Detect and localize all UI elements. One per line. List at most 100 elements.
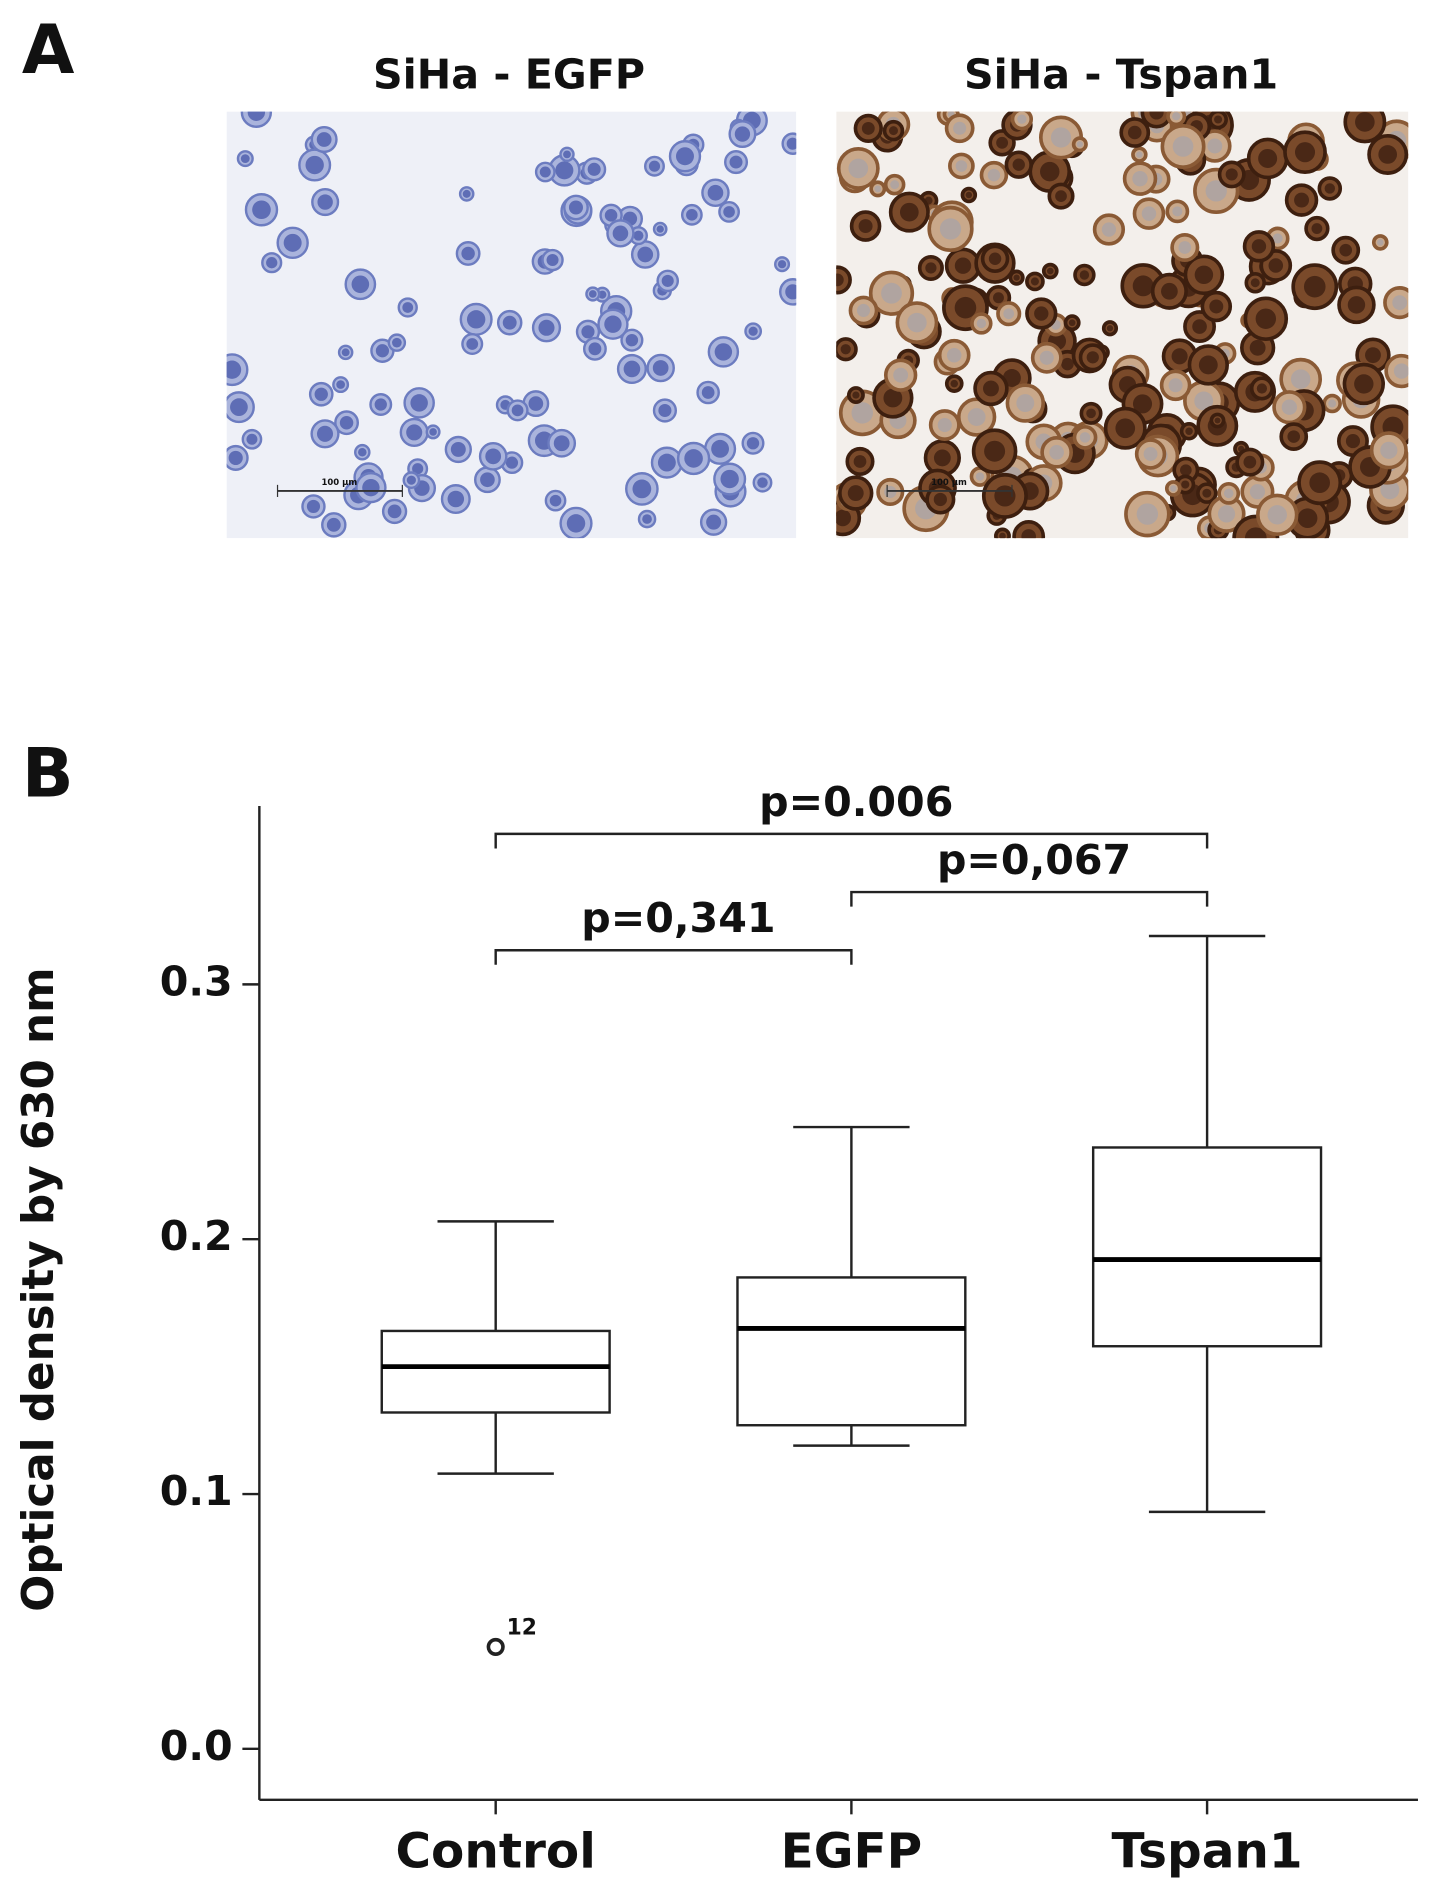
nucleus xyxy=(884,485,897,499)
nucleus xyxy=(502,315,517,330)
nucleus xyxy=(1392,295,1408,310)
nucleus xyxy=(686,209,698,221)
nucleus xyxy=(748,326,758,336)
nucleus xyxy=(836,273,844,287)
nucleus xyxy=(1017,114,1027,124)
nucleus xyxy=(588,290,597,298)
nucleus xyxy=(1303,275,1326,298)
nucleus xyxy=(588,342,602,356)
nucleus xyxy=(511,404,524,417)
nucleus xyxy=(1198,355,1218,375)
nucleus xyxy=(633,230,644,241)
nucleus xyxy=(1251,239,1267,254)
nucleus xyxy=(1214,115,1223,124)
nucleus xyxy=(1021,529,1036,539)
nucleus xyxy=(652,360,669,376)
nucleus xyxy=(1172,136,1194,157)
nucleus xyxy=(853,455,867,468)
y-tick-label: 0.2 xyxy=(160,1212,233,1260)
nucleus xyxy=(555,161,574,180)
nucleus xyxy=(840,344,851,355)
nucleus xyxy=(1181,480,1190,489)
nucleus xyxy=(1272,233,1283,244)
nucleus xyxy=(1297,508,1318,529)
nucleus xyxy=(538,319,555,336)
nucleus xyxy=(406,424,423,441)
nucleus xyxy=(1106,325,1114,332)
nucleus xyxy=(546,254,559,267)
nucleus xyxy=(1149,111,1164,120)
nucleus xyxy=(402,302,414,313)
nucleus xyxy=(1168,378,1183,393)
nucleus xyxy=(1076,141,1083,148)
nucleus xyxy=(975,472,985,481)
nucleus xyxy=(1202,488,1212,498)
nucleus xyxy=(954,257,972,274)
nucleus xyxy=(1268,258,1284,273)
nucleus xyxy=(1209,299,1224,314)
nucleus xyxy=(1225,168,1238,181)
significance-bracket xyxy=(494,832,1209,849)
nucleus xyxy=(1249,339,1266,356)
nucleus xyxy=(993,292,1004,304)
micrograph: 100 µm xyxy=(836,111,1409,539)
x-tick-label: Control xyxy=(395,1823,595,1879)
nucleus xyxy=(1256,383,1268,394)
nucleus xyxy=(480,472,495,488)
nucleus xyxy=(316,132,332,147)
nucleus xyxy=(723,206,735,218)
box xyxy=(380,1329,611,1414)
nucleus xyxy=(675,147,694,166)
nucleus xyxy=(852,391,860,399)
scale-bar-label: 100 µm xyxy=(931,477,967,487)
nucleus xyxy=(539,166,551,178)
nucleus xyxy=(230,398,248,417)
nucleus xyxy=(450,441,466,457)
nucleus xyxy=(996,136,1009,149)
nucleus xyxy=(1141,206,1157,221)
nucleus xyxy=(1086,408,1096,419)
nucleus xyxy=(720,469,739,489)
nucleus xyxy=(1055,190,1067,202)
nucleus xyxy=(1250,278,1260,288)
nucleus xyxy=(252,200,271,220)
nucleus xyxy=(937,417,952,433)
nucleus xyxy=(406,475,416,485)
nucleus xyxy=(1217,505,1236,523)
image-title: SiHa - EGFP xyxy=(373,51,645,99)
nucleus xyxy=(684,449,703,468)
outlier-id: 12 xyxy=(507,1616,537,1641)
nucleus xyxy=(1068,319,1076,327)
nucleus xyxy=(1136,503,1159,525)
nucleus xyxy=(549,494,562,507)
nucleus xyxy=(836,509,852,527)
nucleus xyxy=(637,246,654,263)
nucleus xyxy=(777,260,787,269)
nucleus xyxy=(955,160,968,172)
nucleus xyxy=(462,189,471,198)
nucleus xyxy=(984,440,1006,462)
nucleus xyxy=(729,155,743,169)
nucleus xyxy=(890,180,900,190)
nucleus xyxy=(757,477,768,488)
significance-label: p=0.006 xyxy=(759,778,953,826)
nucleus xyxy=(999,532,1006,539)
nucleus xyxy=(883,388,903,408)
nucleus xyxy=(341,348,350,357)
nucleus xyxy=(1172,112,1181,121)
nucleus xyxy=(1380,480,1400,500)
significance-label: p=0,341 xyxy=(581,894,775,942)
nucleus xyxy=(707,184,724,201)
box xyxy=(1091,1146,1323,1348)
nucleus xyxy=(461,246,475,261)
nucleus xyxy=(1294,142,1316,163)
y-tick-label: 0.3 xyxy=(160,957,233,1005)
nucleus xyxy=(604,315,622,333)
nucleus xyxy=(1185,427,1193,435)
nucleus xyxy=(581,325,595,339)
nucleus xyxy=(1170,485,1177,492)
nucleus xyxy=(1355,112,1375,132)
nucleus xyxy=(283,233,302,252)
nucleus xyxy=(553,435,570,452)
